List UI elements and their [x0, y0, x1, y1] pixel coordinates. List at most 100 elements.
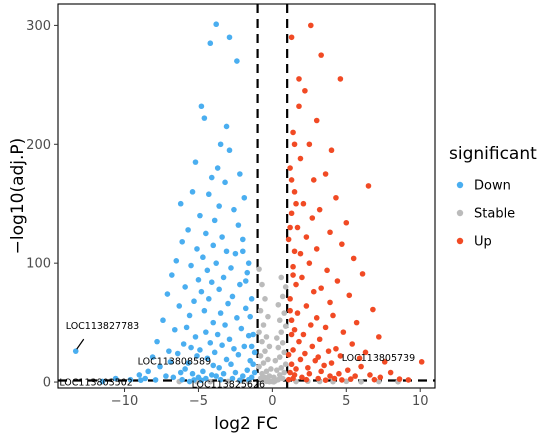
- point-stable-29: [281, 369, 288, 376]
- point-stable-37: [279, 340, 286, 346]
- point-stable-38: [274, 335, 280, 341]
- point-down-71: [180, 341, 187, 347]
- point-up-63: [302, 350, 308, 357]
- point-down-16: [241, 194, 248, 201]
- point-up-71: [328, 360, 335, 366]
- annotation-label-3: LOC113803502: [59, 377, 132, 388]
- point-stable-6: [256, 329, 262, 335]
- point-up-105: [293, 200, 299, 207]
- point-down-119: [198, 377, 205, 384]
- y-tick-label-2: 200: [26, 138, 51, 153]
- point-down-42: [208, 279, 215, 285]
- y-tick-label-3: 300: [26, 19, 51, 34]
- point-stable-36: [275, 344, 282, 351]
- point-down-116: [191, 377, 197, 383]
- point-down-125: [245, 260, 252, 266]
- point-stable-60: [207, 378, 214, 385]
- point-down-2: [207, 40, 214, 47]
- point-stable-16: [263, 368, 270, 375]
- point-stable-43: [275, 301, 282, 308]
- annotation-label-4: LOC113825626: [192, 380, 265, 391]
- plot-panel: [57, 3, 436, 389]
- point-down-28: [210, 242, 217, 249]
- point-down-81: [194, 353, 200, 359]
- point-up-58: [309, 343, 316, 350]
- point-stable-57: [343, 378, 350, 385]
- point-stable-45: [282, 284, 289, 290]
- point-up-96: [285, 376, 292, 383]
- point-up-68: [297, 356, 304, 363]
- point-down-37: [204, 267, 211, 274]
- point-up-57: [349, 341, 356, 347]
- point-stable-58: [358, 379, 364, 385]
- point-down-61: [183, 324, 190, 331]
- point-down-121: [251, 349, 258, 356]
- point-down-26: [240, 236, 246, 243]
- point-up-86: [352, 373, 358, 379]
- point-stable-28: [276, 372, 283, 378]
- point-stable-14: [256, 363, 262, 370]
- point-down-18: [216, 203, 222, 209]
- point-up-24: [303, 234, 310, 240]
- point-down-105: [170, 374, 177, 381]
- point-down-48: [229, 293, 236, 300]
- point-down-27: [179, 238, 185, 245]
- point-down-15: [206, 191, 212, 198]
- point-up-55: [316, 336, 323, 343]
- point-down-41: [195, 277, 202, 283]
- point-up-56: [296, 338, 302, 345]
- point-down-62: [238, 325, 245, 332]
- point-up-22: [294, 224, 301, 231]
- point-stable-34: [276, 354, 283, 360]
- point-stable-0: [256, 266, 262, 272]
- point-up-61: [325, 348, 332, 354]
- point-down-132: [99, 378, 106, 385]
- point-down-10: [214, 165, 221, 171]
- point-down-82: [149, 354, 156, 360]
- point-down-68: [226, 336, 233, 343]
- point-up-20: [309, 215, 316, 221]
- point-down-67: [192, 334, 199, 340]
- point-stable-44: [279, 293, 286, 300]
- point-down-40: [220, 274, 227, 281]
- point-up-34: [299, 274, 305, 281]
- point-down-23: [185, 227, 191, 233]
- point-down-94: [145, 368, 151, 375]
- point-up-18: [316, 206, 323, 213]
- point-stable-32: [282, 361, 289, 368]
- point-down-50: [191, 298, 197, 305]
- point-up-93: [347, 376, 354, 382]
- point-down-99: [189, 370, 196, 377]
- point-down-93: [244, 367, 251, 373]
- point-up-23: [327, 229, 333, 236]
- point-down-51: [225, 300, 231, 307]
- point-down-64: [203, 329, 209, 335]
- point-up-73: [321, 362, 327, 369]
- point-down-131: [112, 375, 119, 382]
- point-down-6: [223, 123, 230, 130]
- point-down-47: [164, 291, 171, 297]
- point-up-81: [336, 370, 342, 377]
- point-down-102: [240, 373, 246, 379]
- point-down-66: [245, 332, 252, 339]
- point-down-3: [234, 58, 240, 64]
- point-up-104: [287, 224, 293, 231]
- point-up-31: [290, 263, 296, 270]
- point-up-76: [293, 366, 299, 372]
- annotation-label-2: LOC113805739: [342, 353, 415, 364]
- point-down-123: [248, 296, 255, 302]
- point-up-65: [337, 353, 344, 359]
- annotation-label-1: LOC113808589: [138, 356, 211, 367]
- point-down-60: [222, 322, 228, 328]
- point-stable-11: [257, 353, 264, 359]
- point-stable-31: [278, 364, 285, 371]
- point-up-26: [339, 241, 345, 247]
- point-stable-30: [274, 367, 280, 373]
- x-tick-label-4: 10: [412, 394, 429, 409]
- point-up-41: [327, 299, 333, 306]
- point-up-21: [343, 219, 350, 226]
- point-up-95: [371, 376, 378, 383]
- point-up-92: [396, 376, 403, 382]
- point-stable-42: [281, 310, 288, 316]
